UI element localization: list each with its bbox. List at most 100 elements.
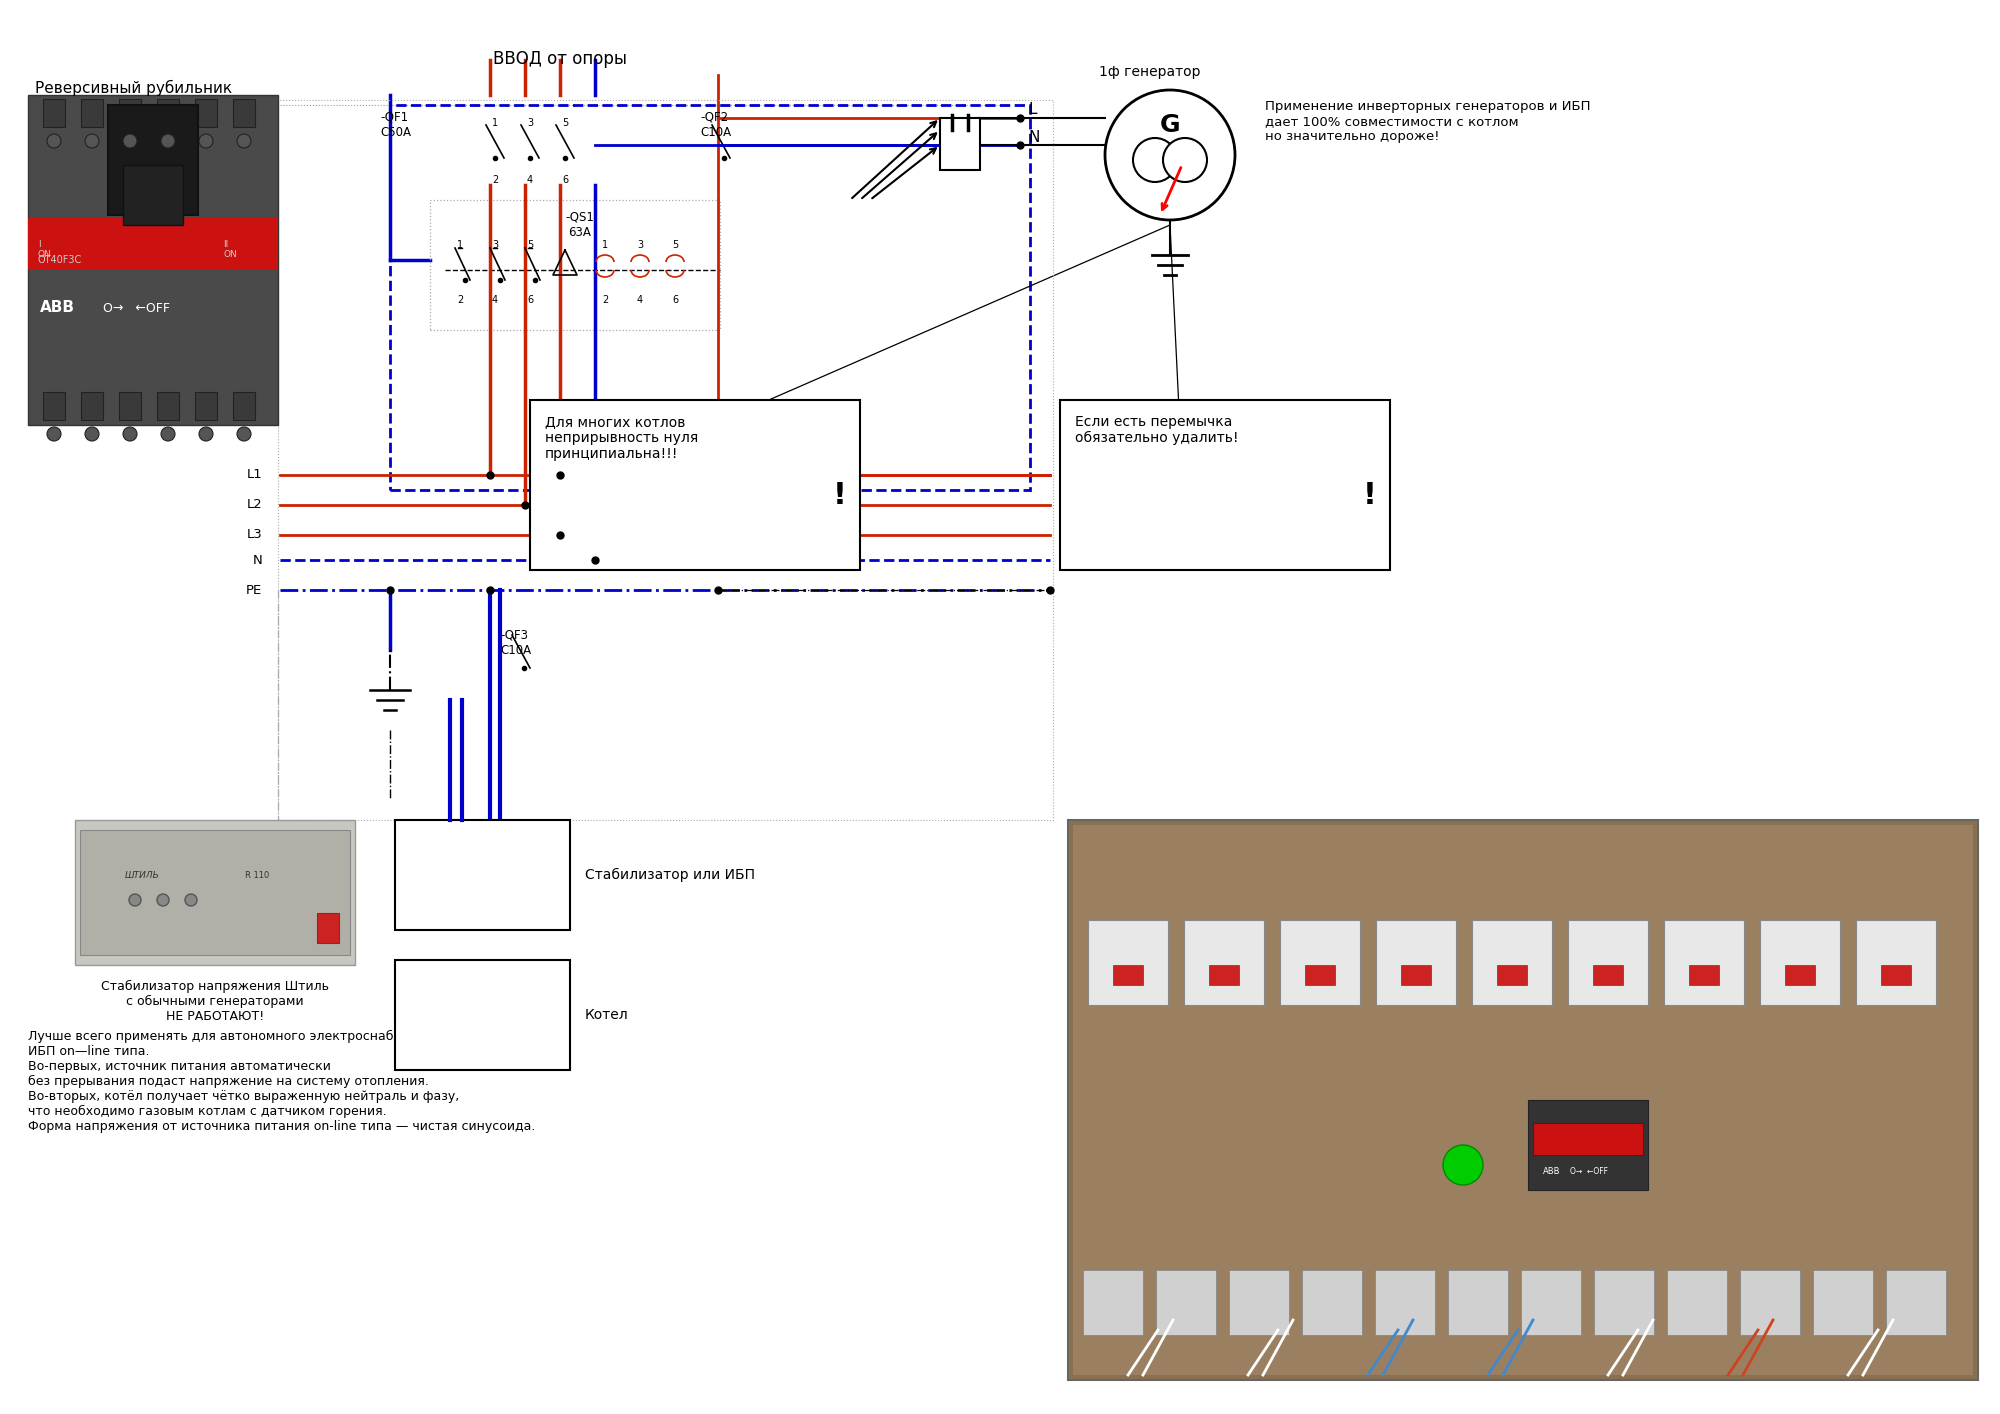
Text: ABB: ABB (40, 301, 76, 315)
Text: 5: 5 (562, 117, 568, 129)
Text: 6: 6 (672, 296, 678, 305)
Text: 2: 2 (492, 175, 498, 185)
Circle shape (238, 134, 252, 148)
Bar (156, 99, 180, 127)
Circle shape (124, 427, 136, 441)
Bar (396, 820, 570, 930)
Text: 4: 4 (636, 296, 644, 305)
Bar (1302, 1270, 1362, 1335)
Bar (1664, 921, 1744, 1005)
Bar (196, 99, 216, 127)
Text: 1: 1 (492, 117, 498, 129)
Text: -QS1: -QS1 (566, 211, 594, 223)
Bar (1760, 921, 1840, 1005)
Bar (940, 117, 980, 170)
Text: -QF1: -QF1 (380, 110, 408, 123)
Bar (1208, 964, 1240, 986)
Bar (1376, 1270, 1436, 1335)
Circle shape (200, 427, 212, 441)
Text: O→   ←OFF: O→ ←OFF (104, 301, 170, 314)
Bar (1088, 921, 1168, 1005)
Text: L2: L2 (246, 499, 262, 512)
Text: Применение инверторных генераторов и ИБП
дает 100% совместимости с котлом
но зна: Применение инверторных генераторов и ИБП… (1266, 100, 1590, 143)
Text: ШТИЛЬ: ШТИЛЬ (124, 871, 160, 880)
Bar (1280, 921, 1360, 1005)
Text: Для многих котлов
неприрывность нуля
принципиальна!!!: Для многих котлов неприрывность нуля при… (544, 414, 698, 461)
Text: !: ! (834, 481, 846, 509)
Bar (430, 199, 720, 329)
Text: 1ф генератор: 1ф генератор (1100, 65, 1200, 79)
Circle shape (160, 134, 176, 148)
Circle shape (84, 134, 100, 148)
Bar (1156, 1270, 1216, 1335)
Bar (108, 105, 198, 215)
Bar (1688, 964, 1720, 986)
Bar (1740, 1270, 1800, 1335)
Text: 6: 6 (562, 175, 568, 185)
Text: Если есть перемычка
обязательно удалить!: Если есть перемычка обязательно удалить! (1076, 414, 1238, 445)
Bar (1786, 964, 1816, 986)
Bar (1068, 820, 1978, 1380)
Bar (1376, 921, 1456, 1005)
Circle shape (1104, 90, 1236, 221)
Circle shape (200, 134, 212, 148)
Circle shape (1164, 139, 1208, 182)
Circle shape (128, 894, 140, 906)
Text: ВВОД от опоры: ВВОД от опоры (492, 49, 628, 68)
Text: 1: 1 (456, 240, 464, 250)
Bar (120, 392, 140, 420)
Text: G: G (1160, 113, 1180, 137)
Bar (1668, 1270, 1728, 1335)
Text: Стабилизатор или ИБП: Стабилизатор или ИБП (584, 868, 756, 882)
Bar (80, 392, 104, 420)
Text: Котел: Котел (584, 1008, 628, 1022)
Bar (396, 960, 570, 1070)
Bar (1448, 1270, 1508, 1335)
Bar (156, 392, 180, 420)
Text: PE: PE (246, 584, 262, 597)
Text: Лучше всего применять для автономного электроснабжения газовых котлов
ИБП on—lin: Лучше всего применять для автономного эл… (28, 1029, 544, 1133)
Text: !: ! (1364, 481, 1376, 509)
Text: 5: 5 (672, 240, 678, 250)
Bar (80, 99, 104, 127)
Text: L3: L3 (246, 529, 262, 542)
Circle shape (1444, 1145, 1484, 1185)
Bar (232, 392, 256, 420)
Bar (1568, 921, 1648, 1005)
Bar (28, 218, 278, 270)
Bar (76, 820, 356, 964)
Bar (1496, 964, 1528, 986)
Text: 1: 1 (602, 240, 608, 250)
Circle shape (124, 134, 136, 148)
Bar (530, 400, 860, 570)
Bar (1112, 964, 1144, 986)
Bar (1072, 824, 1972, 1374)
Bar (1472, 921, 1552, 1005)
Bar (1400, 964, 1432, 986)
Text: O→  ←OFF: O→ ←OFF (1570, 1168, 1608, 1176)
Circle shape (156, 894, 168, 906)
Bar (1304, 964, 1336, 986)
Bar (1084, 1270, 1144, 1335)
Text: L: L (1028, 102, 1036, 117)
Bar (120, 99, 140, 127)
Bar (196, 392, 216, 420)
Bar (28, 95, 278, 426)
Text: -QF2: -QF2 (700, 110, 728, 123)
Circle shape (48, 134, 60, 148)
Bar (1880, 964, 1912, 986)
Text: 3: 3 (492, 240, 498, 250)
Bar (80, 830, 350, 954)
Text: 3: 3 (636, 240, 644, 250)
Text: N: N (1028, 130, 1040, 146)
Text: C10A: C10A (500, 643, 532, 658)
Text: R 110: R 110 (244, 871, 270, 880)
Text: 6: 6 (526, 296, 534, 305)
Circle shape (184, 894, 196, 906)
Text: 2: 2 (602, 296, 608, 305)
Bar (1812, 1270, 1872, 1335)
Bar (1228, 1270, 1288, 1335)
Text: OT40F3C: OT40F3C (38, 255, 82, 264)
Text: 63A: 63A (568, 226, 592, 239)
Circle shape (1132, 139, 1176, 182)
